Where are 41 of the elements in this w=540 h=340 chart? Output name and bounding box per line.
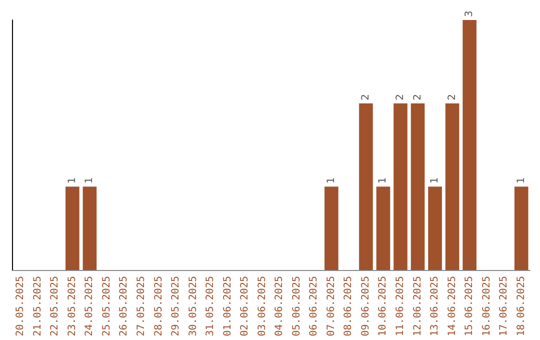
data-label: 1 (378, 177, 389, 184)
x-tick-label: 06.06.2025 (308, 276, 320, 336)
x-tick-label: 12.06.2025 (412, 276, 424, 336)
data-label: 2 (360, 94, 372, 100)
x-tick-label: 21.05.2025 (32, 276, 44, 336)
x-tick-label: 26.05.2025 (118, 276, 130, 336)
x-tick-label: 07.06.2025 (326, 276, 337, 336)
x-tick-label: 28.05.2025 (153, 276, 164, 336)
data-label: 2 (446, 94, 458, 100)
x-tick-label: 17.06.2025 (498, 276, 510, 336)
x-tick-label: 03.06.2025 (256, 276, 268, 336)
x-tick-label: 25.05.2025 (101, 276, 112, 336)
x-tick-label: 20.05.2025 (15, 276, 26, 336)
data-label: 1 (326, 177, 337, 184)
x-tick-label: 24.05.2025 (84, 276, 96, 336)
x-tick-label: 31.05.2025 (205, 276, 216, 336)
x-tick-label: 22.05.2025 (50, 276, 61, 336)
x-tick-label: 04.06.2025 (274, 276, 286, 336)
x-tick-label: 02.06.2025 (240, 276, 251, 336)
x-tick-label: 27.05.2025 (136, 276, 147, 336)
data-label: 1 (66, 177, 78, 184)
x-tick-label: 15.06.2025 (464, 276, 476, 336)
x-tick-label: 01.06.2025 (222, 276, 234, 336)
data-label: 1 (430, 177, 441, 184)
x-tick-label: 11.06.2025 (395, 276, 406, 336)
data-label: 2 (395, 94, 406, 100)
x-tick-label: 30.05.2025 (188, 276, 199, 336)
data-label: 3 (464, 10, 476, 17)
x-tick-label: 14.06.2025 (446, 276, 458, 336)
x-tick-label: 09.06.2025 (360, 276, 372, 336)
x-tick-label: 05.06.2025 (291, 276, 302, 336)
data-label: 1 (516, 177, 527, 184)
x-tick-label: 23.05.2025 (66, 276, 78, 336)
x-tick-label: 18.06.2025 (516, 276, 527, 336)
data-label: 2 (412, 94, 424, 100)
x-tick-label: 10.06.2025 (378, 276, 389, 336)
x-tick-label: 13.06.2025 (430, 276, 441, 336)
data-label: 1 (84, 177, 96, 184)
x-tick-label: 16.06.2025 (481, 276, 492, 336)
x-tick-label: 29.05.2025 (170, 276, 182, 336)
x-tick-label: 08.06.2025 (343, 276, 354, 336)
